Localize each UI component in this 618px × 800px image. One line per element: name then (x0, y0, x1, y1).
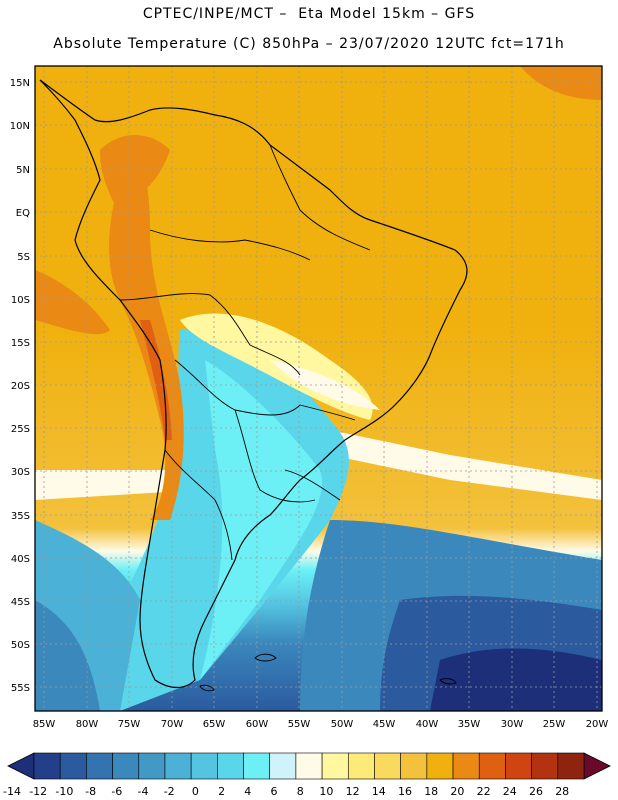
colorbar-label: 8 (297, 785, 304, 798)
triangle-right-icon (583, 752, 611, 780)
lat-label: 5N (16, 165, 30, 176)
lat-label: 25S (11, 424, 30, 435)
colorbar-swatch (86, 752, 113, 780)
lon-label: 20W (586, 719, 609, 730)
lon-label: 85W (33, 719, 56, 730)
lat-label: 55S (11, 683, 30, 694)
lat-label: 15S (11, 338, 30, 349)
colorbar-swatch (164, 752, 192, 780)
colorbar-label: 24 (503, 785, 517, 798)
lon-label: 35W (458, 719, 481, 730)
colorbar-label: 28 (555, 785, 569, 798)
lon-label: 80W (76, 719, 99, 730)
colorbar-swatch (557, 752, 585, 780)
lat-label: 10N (10, 121, 30, 132)
colorbar-label: -14 (3, 785, 21, 798)
colorbar-swatch (295, 752, 323, 780)
lat-label: 15N (10, 78, 30, 89)
colorbar-label: 18 (424, 785, 438, 798)
lon-label: 30W (501, 719, 524, 730)
plot-frame (34, 65, 603, 712)
colorbar-swatch (400, 752, 428, 780)
colorbar-label: -4 (138, 785, 149, 798)
plot-area (35, 66, 602, 711)
colorbar-label: -6 (111, 785, 122, 798)
colorbar-label: 16 (398, 785, 412, 798)
lat-label: 30S (11, 467, 30, 478)
colorbar: -14 -12 -10 -8 -6 -4 -2 0 2 4 6 8 10 12 14 16 18 20 22 24 26… (3, 752, 611, 798)
colorbar-swatch (138, 752, 166, 780)
lon-label: 55W (288, 719, 311, 730)
colorbar-swatch (374, 752, 401, 780)
colorbar-swatch (426, 752, 454, 780)
colorbar-swatch (321, 752, 349, 780)
colorbar-label: -10 (55, 785, 73, 798)
lat-label: 10S (11, 295, 30, 306)
colorbar-swatch (33, 752, 61, 780)
longitude-labels: 85W 80W 75W 70W 65W 60W 55W 50W 45W 40W … (33, 719, 609, 730)
lon-label: 45W (373, 719, 396, 730)
colorbar-label: 2 (218, 785, 225, 798)
colorbar-swatch (347, 752, 375, 780)
lon-label: 40W (416, 719, 439, 730)
colorbar-label: 0 (192, 785, 199, 798)
colorbar-label: 12 (346, 785, 360, 798)
colorbar-label: 26 (529, 785, 543, 798)
lon-label: 70W (161, 719, 184, 730)
lon-label: 65W (203, 719, 226, 730)
colorbar-swatch (59, 752, 87, 780)
colorbar-label: 10 (319, 785, 333, 798)
lat-label: 35S (11, 511, 30, 522)
latitude-labels: 15N 10N 5N EQ 5S 10S 15S 20S 25S 30S 35S… (10, 78, 30, 694)
lat-label: EQ (16, 208, 30, 219)
colorbar-swatch (243, 752, 271, 780)
colorbar-swatch (217, 752, 244, 780)
lon-label: 75W (118, 719, 141, 730)
lat-label: 50S (11, 640, 30, 651)
lon-label: 60W (246, 719, 269, 730)
country-borders (119, 144, 371, 561)
colorbar-label: -12 (29, 785, 47, 798)
triangle-left-icon (7, 752, 35, 780)
colorbar-label: 22 (477, 785, 491, 798)
colorbar-swatch (269, 752, 297, 780)
colorbar-swatch (190, 752, 218, 780)
lat-label: 40S (11, 554, 30, 565)
south-america-coastline (39, 79, 468, 689)
chart-subtitle: Absolute Temperature (C) 850hPa – 23/07/… (53, 36, 565, 52)
lon-label: 25W (543, 719, 566, 730)
colorbar-label: 6 (271, 785, 278, 798)
colorbar-swatch (531, 752, 559, 780)
colorbar-swatch (478, 752, 506, 780)
lat-label: 5S (17, 252, 30, 263)
colorbar-swatch (112, 752, 140, 780)
colorbar-label: 20 (450, 785, 464, 798)
lat-label: 45S (11, 597, 30, 608)
colorbar-swatch (452, 752, 480, 780)
colorbar-label: 14 (372, 785, 386, 798)
colorbar-label: -2 (164, 785, 175, 798)
chart-title: CPTEC/INPE/MCT – Eta Model 15km – GFS (142, 6, 476, 22)
lon-label: 50W (331, 719, 354, 730)
islands (199, 653, 457, 692)
colorbar-label: 4 (244, 785, 251, 798)
colorbar-label: -8 (85, 785, 96, 798)
lat-label: 20S (11, 381, 30, 392)
colorbar-swatch (505, 752, 532, 780)
